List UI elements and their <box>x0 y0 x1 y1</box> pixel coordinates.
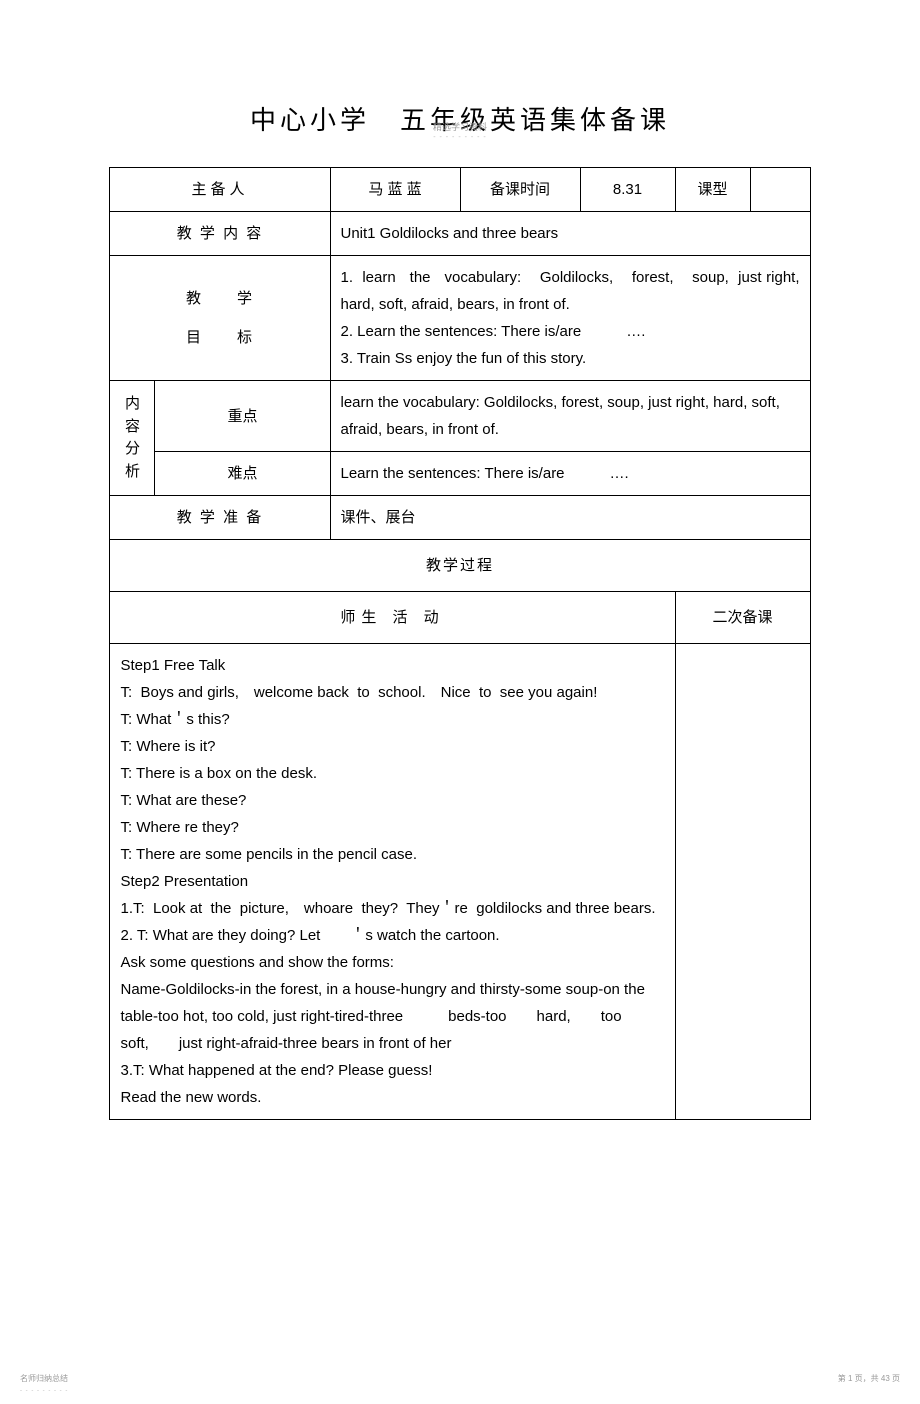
teaching-goal-label-line2: 目 标 <box>120 324 319 351</box>
key-point-value: learn the vocabulary: Goldilocks, forest… <box>330 381 810 452</box>
teaching-content-row: 教 学 内 容 Unit1 Goldilocks and three bears <box>110 212 810 256</box>
class-type-value <box>750 168 810 212</box>
header-row: 主备人 马 蓝 蓝 备课时间 8.31 课型 <box>110 168 810 212</box>
teaching-content-value: Unit1 Goldilocks and three bears <box>330 212 810 256</box>
analysis-label: 内容分析 <box>110 381 155 496</box>
prep-time-value: 8.31 <box>580 168 675 212</box>
key-point-row: 内容分析 重点 learn the vocabulary: Goldilocks… <box>110 381 810 452</box>
analysis-label-text: 内容分析 <box>125 395 140 480</box>
preparer-label: 主备人 <box>110 168 330 212</box>
watermark-top-sub: - - - - - - - - - <box>433 134 487 141</box>
preparation-value: 课件、展台 <box>330 496 810 540</box>
teaching-content-label: 教 学 内 容 <box>110 212 330 256</box>
process-label: 教学过程 <box>110 540 810 592</box>
teaching-goal-label-line1: 教 学 <box>120 285 319 312</box>
lesson-plan-table: 主备人 马 蓝 蓝 备课时间 8.31 课型 教 学 内 容 Unit1 Gol… <box>109 167 810 1120</box>
activity-header-row: 师生 活 动 二次备课 <box>110 592 810 644</box>
activity-content: Step1 Free Talk T: Boys and girls, welco… <box>110 644 675 1120</box>
difficult-point-row: 难点 Learn the sentences: There is/are …. <box>110 452 810 496</box>
teaching-goal-label: 教 学 目 标 <box>110 256 330 381</box>
activity-label: 师生 活 动 <box>110 592 675 644</box>
preparation-row: 教 学 准 备 课件、展台 <box>110 496 810 540</box>
key-point-label: 重点 <box>155 381 330 452</box>
difficult-point-value: Learn the sentences: There is/are …. <box>330 452 810 496</box>
footer-left-sub: - - - - - - - - - <box>20 1388 68 1394</box>
prep-time-label: 备课时间 <box>460 168 580 212</box>
class-type-label: 课型 <box>675 168 750 212</box>
teaching-goal-value: 1. learn the vocabulary: Goldilocks, for… <box>330 256 810 381</box>
footer-left: 名师归纳总结 <box>20 1373 68 1384</box>
secondary-label: 二次备课 <box>675 592 810 644</box>
secondary-content <box>675 644 810 1120</box>
footer-right: 第 1 页，共 43 页 <box>838 1373 900 1384</box>
preparation-label: 教 学 准 备 <box>110 496 330 540</box>
teaching-goal-row: 教 学 目 标 1. learn the vocabulary: Goldilo… <box>110 256 810 381</box>
activity-content-row: Step1 Free Talk T: Boys and girls, welco… <box>110 644 810 1120</box>
process-header-row: 教学过程 <box>110 540 810 592</box>
preparer-value: 马 蓝 蓝 <box>330 168 460 212</box>
difficult-point-label: 难点 <box>155 452 330 496</box>
watermark-top: 精选学习资料 <box>433 120 487 133</box>
